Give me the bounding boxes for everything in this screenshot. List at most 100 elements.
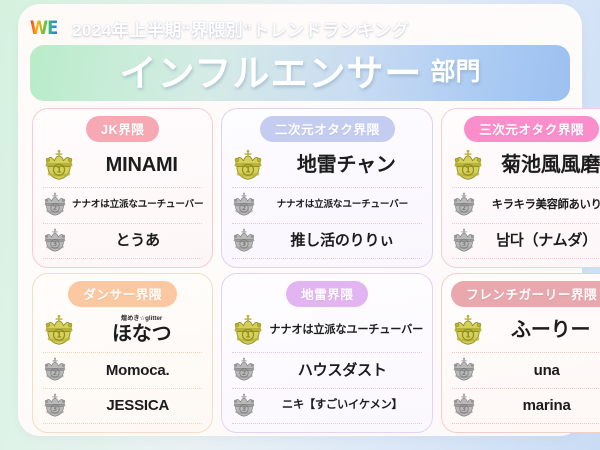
svg-text:2: 2: [242, 206, 246, 213]
row-divider-last: [452, 423, 600, 424]
entry-name-wrap: 煌めき☆glitter ほなつ: [80, 315, 203, 345]
header: WE 2024年上半期“界隈別”トレンドランキング: [18, 12, 582, 44]
entry-name-wrap: 地雷チャン: [269, 155, 423, 176]
ranking-card[interactable]: ダンサー界隈 1 煌めき☆glitter ほなつ: [32, 273, 214, 433]
crown-silver-rank-3-icon: 3: [453, 228, 475, 252]
entry-name: ナナオは立派なユーチューバー: [269, 323, 424, 336]
crown-gold-rank-1-icon: 1: [454, 314, 482, 345]
category-pill[interactable]: 地雷界隈: [286, 281, 369, 307]
row-divider-last: [43, 423, 203, 424]
crown-silver-rank-2-icon: 2: [453, 358, 475, 381]
entry-name: 菊池風風磨: [501, 154, 600, 177]
entry-name: 남다（ナムダ）: [496, 231, 598, 249]
svg-text:2: 2: [53, 206, 57, 213]
rank-row[interactable]: 1 ナナオは立派なユーチューバー: [231, 309, 423, 352]
page-title: インフルエンサー: [119, 52, 423, 94]
rank-list: 1 地雷チャン 2 ナナオは立派なユーチューバー: [231, 144, 423, 259]
rank-row[interactable]: 2 キラキラ美容師あいり: [451, 188, 600, 222]
rank-row[interactable]: 3 JESSICA: [42, 389, 203, 423]
entry-name: una: [533, 361, 560, 379]
ranking-card-grid: JK界隈 1 MINAMI: [32, 108, 600, 433]
entry-name-wrap: キラキラ美容師あいり: [481, 198, 600, 212]
entry-name: 地雷チャン: [296, 154, 396, 177]
rank-row[interactable]: 3 ニキ【すごいイケメン】: [231, 389, 423, 423]
rank-row[interactable]: 2 ハウスダスト: [231, 353, 423, 387]
crown-silver-rank-2-icon: 2: [44, 193, 66, 216]
entry-name: ナナオは立派なユーチューバー: [276, 199, 409, 211]
entry-name: MINAMI: [105, 154, 178, 177]
rank-row[interactable]: 2 una: [451, 353, 600, 387]
rank-row[interactable]: 3 とうあ: [42, 224, 203, 258]
rank-row[interactable]: 2 ナナオは立派なユーチューバー: [231, 188, 423, 222]
rank-list: 1 ふーりー 2 una: [451, 309, 600, 424]
entry-name-wrap: ナナオは立派なユーチューバー: [261, 200, 423, 210]
entry-name: JESSICA: [106, 396, 170, 414]
svg-text:3: 3: [53, 241, 57, 248]
rank-row[interactable]: 2 ナナオは立派なユーチューバー: [42, 188, 204, 222]
svg-text:1: 1: [56, 165, 62, 174]
svg-text:1: 1: [246, 330, 252, 339]
entry-name-wrap: Momoca.: [72, 362, 203, 379]
rank-row[interactable]: 3 推し活のりりぃ: [231, 224, 423, 258]
rank-row[interactable]: 1 地雷チャン: [231, 144, 423, 187]
svg-text:1: 1: [56, 330, 62, 339]
ranking-card[interactable]: JK界隈 1 MINAMI: [32, 108, 214, 268]
crown-gold-rank-1-icon: 1: [234, 149, 262, 180]
crown-gold-rank-1-icon: 1: [45, 314, 73, 345]
crown-silver-rank-3-icon: 3: [234, 228, 255, 252]
ranking-card[interactable]: フレンチガーリー界隈 1 ふーりー: [441, 273, 600, 433]
category-pill[interactable]: 二次元オタク界隈: [259, 116, 395, 142]
row-divider: [43, 187, 203, 189]
row-divider-last: [232, 423, 423, 424]
row-divider: [43, 387, 203, 389]
ranking-card[interactable]: 地雷界隈 1 ナナオは立派なユーチューバー: [221, 273, 434, 433]
rank-row[interactable]: 1 煌めき☆glitter ほなつ: [42, 309, 203, 352]
crown-silver-rank-3-icon: 3: [234, 393, 255, 417]
row-divider: [232, 352, 423, 354]
entry-name-wrap: 남다（ナムダ）: [481, 233, 600, 249]
entry-name-wrap: JESSICA: [72, 398, 203, 414]
entry-name: ふーりー: [511, 319, 591, 342]
category-pill[interactable]: 三次元オタク界隈: [464, 116, 600, 142]
crown-gold-rank-1-icon: 1: [454, 149, 482, 180]
svg-text:1: 1: [465, 165, 471, 174]
rank-row[interactable]: 1 菊池風風磨: [451, 144, 600, 187]
rank-row[interactable]: 1 MINAMI: [42, 144, 203, 187]
entry-name: ナナオは立派なユーチューバー: [72, 199, 204, 211]
category-pill[interactable]: フレンチガーリー界隈: [451, 281, 600, 307]
ranking-card[interactable]: 三次元オタク界隈 1 菊池風風磨: [441, 108, 600, 268]
rank-row[interactable]: 1 ふーりー: [451, 309, 600, 352]
entry-name: 推し活のりりぃ: [290, 231, 395, 249]
rank-row[interactable]: 3 marina: [451, 389, 600, 423]
entry-name: ニキ【すごいイケメン】: [282, 398, 403, 411]
row-divider-last: [452, 258, 600, 259]
svg-text:2: 2: [53, 371, 57, 378]
crown-gold-rank-1-icon: 1: [234, 314, 262, 345]
entry-name-wrap: ナナオは立派なユーチューバー: [72, 199, 204, 211]
svg-text:2: 2: [242, 371, 246, 378]
row-divider: [232, 387, 423, 389]
category-pill[interactable]: JK界隈: [86, 116, 160, 142]
row-divider: [452, 222, 600, 224]
row-divider: [232, 187, 423, 189]
category-pill[interactable]: ダンサー界隈: [68, 281, 178, 307]
entry-name-wrap: とうあ: [72, 233, 203, 249]
entry-name-wrap: ナナオは立派なユーチューバー: [269, 323, 424, 337]
header-kicker-text: 2024年上半期“界隈別”トレンドランキング: [71, 20, 410, 40]
entry-name: キラキラ美容師あいり: [491, 198, 600, 211]
row-divider: [43, 352, 203, 354]
row-divider-last: [232, 258, 423, 259]
we-logo-icon: WE: [30, 18, 66, 38]
entry-name-wrap: MINAMI: [80, 155, 203, 176]
rank-row[interactable]: 2 Momoca.: [42, 353, 203, 387]
svg-text:1: 1: [246, 165, 252, 174]
svg-text:3: 3: [242, 241, 246, 248]
svg-text:2: 2: [462, 206, 466, 213]
row-divider: [232, 222, 423, 224]
rank-list: 1 煌めき☆glitter ほなつ 2 Momoca.: [42, 309, 203, 424]
rank-list: 1 ナナオは立派なユーチューバー 2 ハウスダスト: [231, 309, 423, 424]
row-divider: [452, 352, 600, 354]
rank-row[interactable]: 3 남다（ナムダ）: [451, 224, 600, 258]
crown-silver-rank-3-icon: 3: [44, 228, 66, 252]
ranking-card[interactable]: 二次元オタク界隈 1 地雷チャン: [221, 108, 434, 268]
